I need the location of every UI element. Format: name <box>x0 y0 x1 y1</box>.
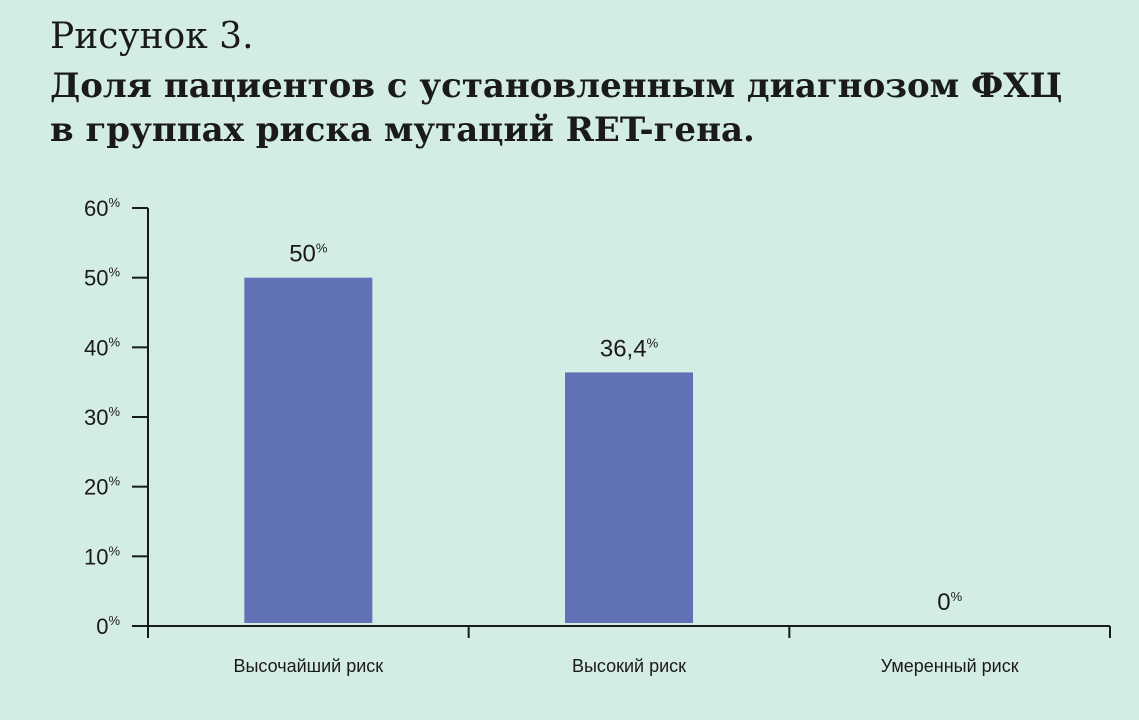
x-category-label: Умеренный риск <box>881 656 1019 676</box>
data-label: 0% <box>937 589 962 616</box>
y-tick-label: 0% <box>96 613 120 639</box>
x-category-label: Высочайший риск <box>233 656 383 676</box>
figure-title-line-2: в группах риска мутаций RET-гена. <box>50 110 755 150</box>
y-tick-label: 50% <box>84 265 120 291</box>
data-label: 50% <box>289 241 328 268</box>
x-category-label: Высокий риск <box>572 656 686 676</box>
y-tick-label: 60% <box>84 195 120 221</box>
data-label: 36,4% <box>600 335 659 362</box>
figure-label: Рисунок 3. <box>50 16 254 57</box>
figure-title: Доля пациентов с установленным диагнозом… <box>50 64 1110 152</box>
bar <box>244 277 373 623</box>
y-tick-label: 30% <box>84 404 120 430</box>
y-tick-label: 40% <box>84 334 120 360</box>
bar <box>565 372 693 623</box>
y-tick-label: 20% <box>84 474 120 500</box>
figure-title-line-1: Доля пациентов с установленным диагнозом… <box>50 66 1063 106</box>
y-tick-label: 10% <box>84 543 120 569</box>
